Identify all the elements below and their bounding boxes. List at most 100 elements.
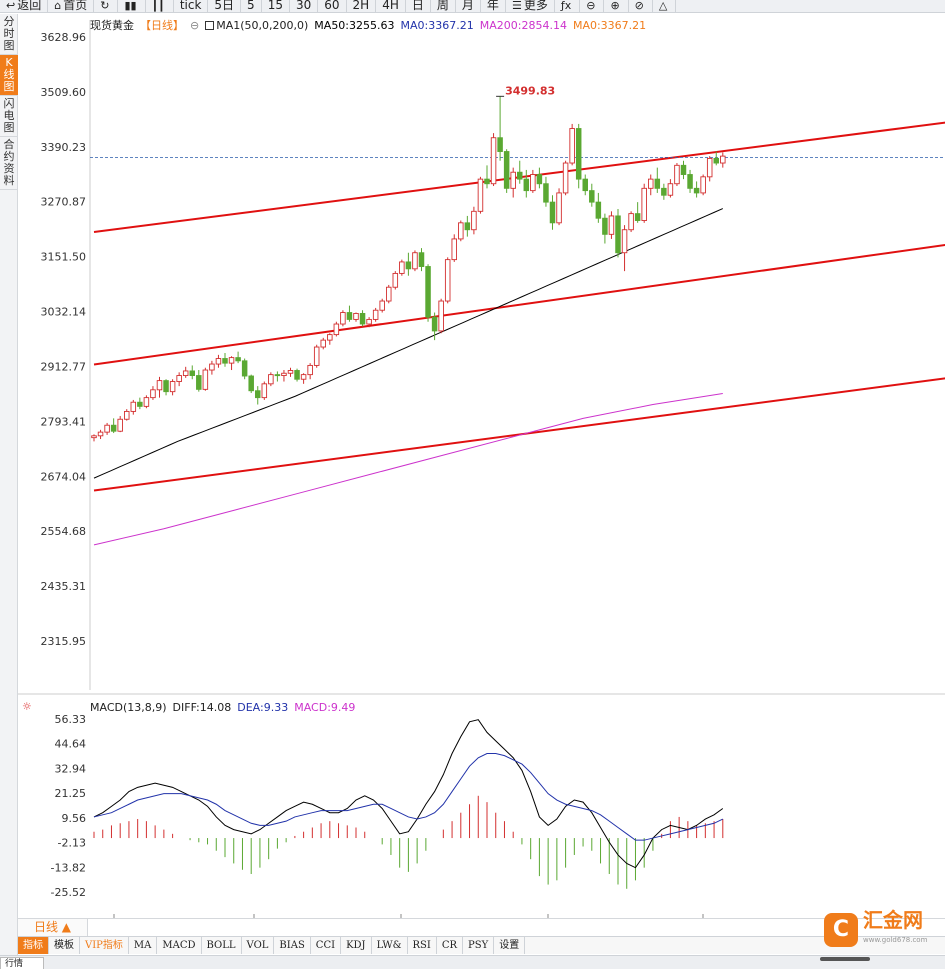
toolbar-label: 4H bbox=[382, 0, 399, 12]
period-tick-button[interactable]: tick bbox=[174, 0, 209, 12]
toolbar-label: 15 bbox=[267, 0, 283, 12]
checkbox-icon[interactable] bbox=[205, 21, 215, 30]
candle-body bbox=[215, 358, 222, 365]
candle-body bbox=[268, 374, 274, 385]
candle-body bbox=[307, 364, 313, 376]
toolbar-label: 30 bbox=[295, 0, 312, 12]
period-5-button[interactable]: 5 bbox=[241, 0, 262, 12]
candle-body bbox=[444, 259, 451, 302]
macd-dea-line bbox=[93, 753, 724, 841]
period-selector-button[interactable]: 日线 ▲ bbox=[18, 919, 88, 936]
indicator-tab-1[interactable]: 模板 bbox=[49, 937, 80, 954]
trend-line bbox=[93, 377, 945, 492]
formula-button[interactable]: ƒx bbox=[555, 0, 581, 12]
candle-body bbox=[621, 229, 628, 254]
refresh-button[interactable]: ↻ bbox=[94, 0, 119, 12]
indicator-tab-7[interactable]: BIAS bbox=[274, 937, 311, 954]
sun-icon[interactable]: ☼ bbox=[22, 700, 32, 713]
indicator-tab-8[interactable]: CCI bbox=[311, 937, 342, 954]
candle-body bbox=[575, 128, 582, 180]
zoom-out-button[interactable]: ⊖ bbox=[580, 0, 605, 12]
zoom-in-button[interactable]: ⊕ bbox=[604, 0, 629, 12]
pin-button[interactable]: ⊘ bbox=[629, 0, 653, 12]
period-4H-button[interactable]: 4H bbox=[376, 0, 406, 12]
indicator-tab-9[interactable]: KDJ bbox=[341, 937, 372, 954]
candle-body bbox=[661, 187, 667, 196]
indicator-tab-13[interactable]: PSY bbox=[463, 937, 495, 954]
indicator-tab-4[interactable]: MACD bbox=[157, 937, 202, 954]
resize-handle[interactable] bbox=[820, 957, 870, 961]
side-tab-2[interactable]: 闪电图 bbox=[0, 96, 18, 137]
delta-button[interactable]: △ bbox=[653, 0, 677, 12]
settings-icon[interactable]: ⊖ bbox=[190, 18, 200, 32]
indicator-tab-2[interactable]: VIP指标 bbox=[80, 937, 129, 954]
candle-button[interactable]: ┃┃ bbox=[146, 0, 174, 12]
candle-body bbox=[104, 424, 110, 433]
candle-body bbox=[582, 178, 589, 192]
indicator-tab-6[interactable]: VOL bbox=[242, 937, 275, 954]
period-60-button[interactable]: 60 bbox=[318, 0, 347, 12]
period-周-button[interactable]: 周 bbox=[431, 0, 456, 12]
period-月-button[interactable]: 月 bbox=[456, 0, 481, 12]
bar-chart-button[interactable]: ▮▮ bbox=[118, 0, 146, 12]
period-2H-button[interactable]: 2H bbox=[347, 0, 377, 12]
candle-body bbox=[628, 213, 634, 231]
back-arrow-button[interactable]: ↩ 返回 bbox=[0, 0, 49, 12]
indicator-tab-14[interactable]: 设置 bbox=[494, 937, 526, 954]
bar-chart-icon: ▮▮ bbox=[124, 0, 137, 12]
indicator-tab-5[interactable]: BOLL bbox=[202, 937, 242, 954]
indicator-tab-0[interactable]: 指标 bbox=[18, 937, 49, 954]
candle-body bbox=[359, 312, 366, 325]
status-tab[interactable]: 行情 bbox=[0, 957, 44, 969]
date-axis-bar bbox=[18, 918, 945, 936]
macd-diff-line bbox=[93, 719, 724, 869]
candle-body bbox=[235, 357, 241, 362]
candle-body bbox=[425, 266, 431, 318]
indicator-tab-12[interactable]: CR bbox=[437, 937, 464, 954]
indicator-tab-11[interactable]: RSI bbox=[408, 937, 437, 954]
candle-body bbox=[536, 174, 543, 185]
period-tag[interactable]: 【日线】 bbox=[140, 19, 184, 32]
period-5日-button[interactable]: 5日 bbox=[208, 0, 242, 12]
home-button[interactable]: ⌂ 首页 bbox=[48, 0, 95, 12]
period-日-button[interactable]: 日 bbox=[406, 0, 431, 12]
toolbar-label: 周 bbox=[436, 0, 449, 12]
macd-tick-label: -2.13 bbox=[58, 837, 86, 850]
period-30-button[interactable]: 30 bbox=[290, 0, 319, 12]
candle-body bbox=[261, 383, 268, 399]
toolbar-label: 5 bbox=[247, 0, 255, 12]
candle-body bbox=[556, 192, 562, 224]
macd-label: MACD(13,8,9) bbox=[90, 700, 167, 714]
period-年-button[interactable]: 年 bbox=[481, 0, 506, 12]
candle-body bbox=[182, 370, 189, 377]
logo-text: 汇金网 www.gold678.com bbox=[863, 908, 928, 944]
menu-button[interactable]: ☰ 更多 bbox=[506, 0, 555, 12]
candle-body bbox=[143, 397, 150, 407]
candle-body bbox=[641, 187, 647, 221]
kline-chart[interactable]: 3628.963509.603390.233270.873151.503032.… bbox=[0, 0, 945, 918]
period-15-button[interactable]: 15 bbox=[262, 0, 290, 12]
candle-body bbox=[451, 238, 458, 261]
side-tab-3[interactable]: 合约资料 bbox=[0, 137, 18, 190]
toolbar-label: 2H bbox=[352, 0, 370, 12]
side-tab-0[interactable]: 分时图 bbox=[0, 14, 18, 55]
candle-body bbox=[346, 312, 353, 320]
indicator-bar: 指标 模板 VIP指标 MA MACD BOLL VOL BIAS CCI KDJ LW& RSI CR… bbox=[18, 936, 945, 954]
indicator-tab-10[interactable]: LW& bbox=[372, 937, 408, 954]
candle-body bbox=[517, 171, 523, 180]
candle-body bbox=[281, 372, 287, 377]
candle-body bbox=[569, 128, 575, 164]
refresh-icon: ↻ bbox=[100, 0, 110, 12]
toolbar-label: tick bbox=[179, 0, 202, 12]
y-tick-label: 3628.96 bbox=[41, 31, 87, 44]
candle-body bbox=[241, 360, 248, 377]
indicator-tab-3[interactable]: MA bbox=[129, 937, 158, 954]
y-tick-label: 3509.60 bbox=[41, 86, 87, 99]
candle-body bbox=[386, 286, 392, 302]
candle-body bbox=[497, 137, 503, 152]
side-tab-1[interactable]: K线图 bbox=[0, 55, 18, 96]
candle-body bbox=[477, 178, 484, 212]
macd-info-bar: MACD(13,8,9) DIFF:14.08 DEA:9.33 MACD:9.… bbox=[90, 700, 355, 714]
candle-body bbox=[222, 358, 228, 364]
candle-body bbox=[366, 318, 372, 325]
